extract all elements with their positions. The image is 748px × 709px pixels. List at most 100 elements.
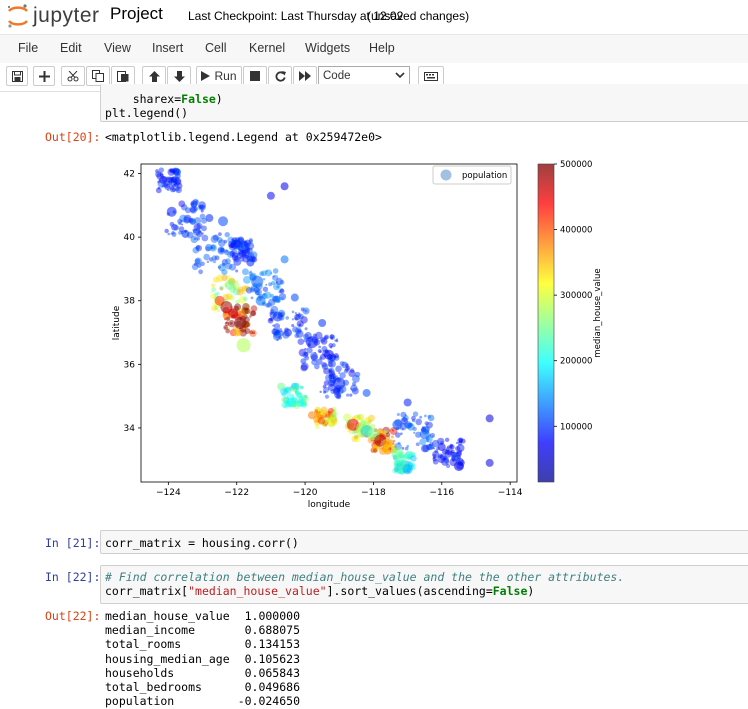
scatter-density-point — [273, 328, 276, 331]
scatter-density-point — [231, 252, 238, 259]
code-cell-22-input[interactable] — [100, 565, 748, 604]
scatter-density-point — [314, 406, 321, 413]
scatter-density-point — [327, 383, 336, 392]
scatter-density-point — [192, 198, 199, 205]
scatter-density-point — [450, 447, 453, 450]
scatter-density-point — [244, 328, 251, 335]
scatter-density-point — [310, 352, 318, 360]
menu-widgets[interactable]: Widgets — [305, 41, 351, 55]
scatter-density-point — [272, 328, 280, 337]
scatter-density-point — [193, 237, 197, 241]
scatter-density-point — [272, 295, 280, 303]
scatter-density-point — [241, 254, 246, 259]
scatter-density-point — [218, 239, 226, 247]
restart-button[interactable] — [268, 66, 292, 86]
scatter-density-point — [299, 385, 304, 390]
scatter-density-point — [273, 330, 282, 339]
scatter-point — [307, 411, 316, 420]
scatter-density-point — [192, 228, 196, 232]
x-tick-label: −124 — [156, 488, 181, 498]
scatter-density-point — [190, 219, 196, 225]
scatter-density-point — [262, 277, 266, 281]
correlation-row-name: households — [105, 665, 175, 680]
scatter-density-point — [300, 401, 308, 408]
notebook-title[interactable]: Project — [110, 4, 163, 23]
scatter-point — [382, 438, 393, 449]
scatter-density-point — [458, 439, 463, 444]
scatter-density-point — [316, 358, 323, 365]
scatter-density-point — [370, 446, 378, 454]
scatter-density-point — [443, 456, 448, 461]
run-button[interactable]: Run — [196, 66, 242, 86]
command-palette-button[interactable] — [418, 66, 444, 86]
save-button[interactable] — [6, 66, 28, 86]
scatter-density-point — [236, 255, 239, 258]
move-up-button[interactable] — [142, 66, 166, 86]
cell-type-select[interactable]: Code — [318, 66, 410, 86]
scatter-density-point — [423, 414, 427, 418]
scatter-density-point — [298, 396, 304, 403]
scatter-density-point — [177, 218, 183, 224]
scatter-density-point — [449, 450, 453, 454]
scatter-density-point — [335, 365, 342, 373]
scatter-density-point — [400, 432, 403, 436]
scatter-density-point — [285, 316, 290, 320]
copy-button[interactable] — [86, 66, 110, 86]
scatter-density-point — [317, 417, 326, 425]
menu-help[interactable]: Help — [369, 41, 395, 55]
scatter-density-point — [315, 424, 320, 430]
scatter-density-point — [238, 296, 247, 305]
paste-button[interactable] — [111, 66, 135, 86]
scatter-density-point — [175, 169, 180, 174]
code-cell-20-input[interactable] — [100, 84, 748, 122]
cell-type-value: Code — [323, 70, 351, 82]
interrupt-button[interactable] — [243, 66, 267, 86]
app-header: jupyter Project Last Checkpoint: Last Th… — [0, 0, 748, 34]
scatter-density-point — [217, 265, 222, 269]
jupyter-logo-icon[interactable] — [6, 3, 30, 29]
scatter-density-point — [275, 281, 278, 284]
scatter-density-point — [330, 406, 337, 413]
scatter-density-point — [432, 447, 436, 450]
scatter-density-point — [295, 313, 299, 317]
scatter-density-point — [319, 336, 326, 343]
menu-insert[interactable]: Insert — [152, 41, 184, 55]
scatter-density-point — [439, 453, 447, 461]
x-tick-label: −118 — [361, 488, 386, 498]
scatter-density-point — [270, 317, 274, 321]
scatter-density-point — [316, 414, 323, 420]
insert-cell-button[interactable] — [33, 66, 55, 86]
scatter-density-point — [322, 421, 327, 426]
scatter-density-point — [459, 449, 463, 453]
scatter-density-point — [174, 173, 181, 179]
scatter-density-point — [174, 183, 180, 188]
scatter-density-point — [168, 177, 174, 183]
menu-edit[interactable]: Edit — [60, 41, 82, 55]
menu-cell[interactable]: Cell — [205, 41, 227, 55]
scatter-point — [251, 275, 264, 288]
scatter-density-point — [325, 410, 333, 418]
scatter-density-point — [396, 412, 400, 417]
code-cell-21-input[interactable] — [100, 530, 748, 554]
menu-file[interactable]: File — [18, 41, 39, 55]
scatter-density-point — [426, 421, 433, 429]
scatter-density-point — [370, 447, 376, 453]
scatter-density-point — [394, 432, 401, 438]
menu-view[interactable]: View — [104, 41, 131, 55]
scatter-density-point — [403, 452, 411, 460]
code-line: plt.legend() — [105, 106, 189, 120]
scatter-density-point — [272, 332, 281, 341]
jupyter-wordmark[interactable]: jupyter — [33, 4, 100, 27]
scatter-density-point — [181, 204, 188, 211]
scatter-density-point — [195, 244, 203, 252]
scatter-density-point — [229, 250, 236, 257]
scatter-density-point — [326, 412, 332, 417]
scatter-density-point — [257, 293, 260, 296]
menu-kernel[interactable]: Kernel — [249, 41, 286, 55]
scatter-density-point — [296, 391, 300, 395]
move-down-button[interactable] — [167, 66, 191, 86]
restart-run-all-button[interactable] — [293, 66, 317, 86]
scatter-density-point — [278, 335, 283, 340]
scatter-density-point — [290, 386, 296, 392]
cut-button[interactable] — [61, 66, 85, 86]
